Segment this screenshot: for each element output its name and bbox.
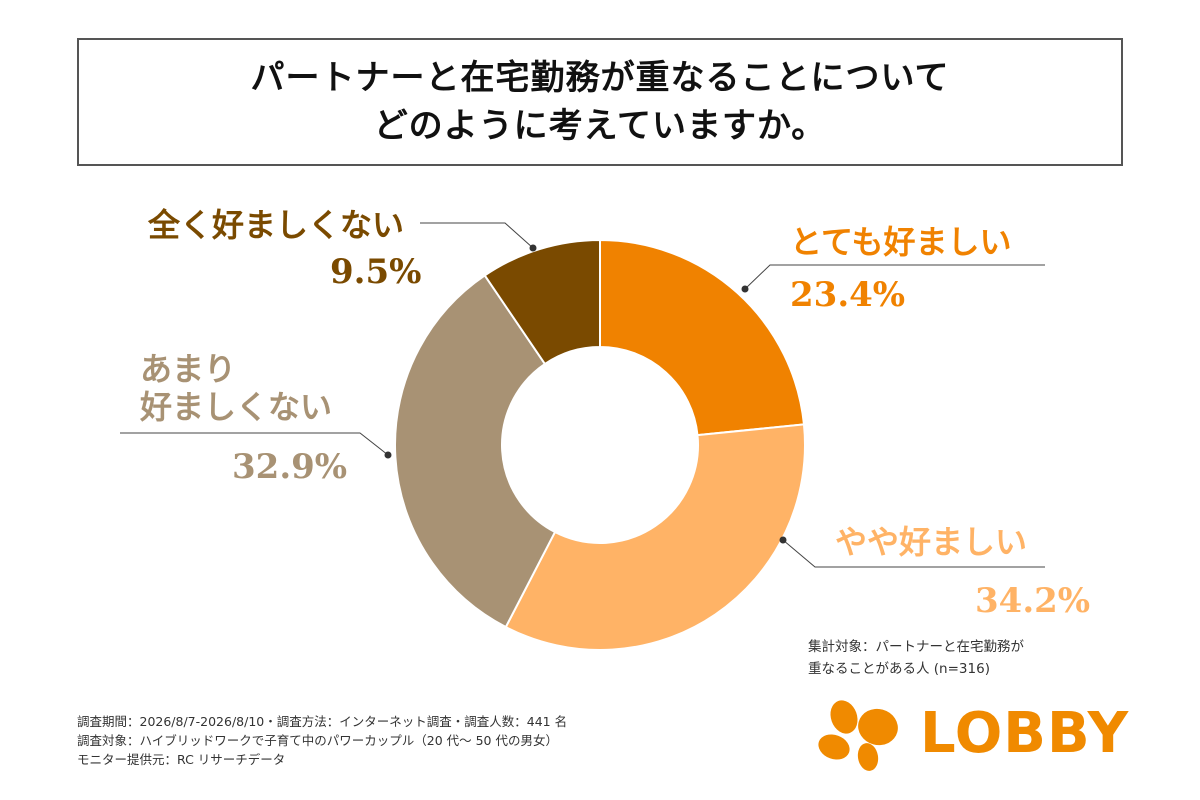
value-label-not-at-all-favorable: 9.5% xyxy=(330,252,421,292)
label-not-very-favorable-line-1: あまり xyxy=(140,350,236,388)
slice-not-very-favorable xyxy=(394,274,557,629)
survey-footer: 調査期間：2026/8/7-2026/8/10・調査方法：インターネット調査・調… xyxy=(77,712,567,769)
leader-line-somewhat-favorable xyxy=(782,539,1045,568)
lobby-logo-icon xyxy=(818,700,898,771)
slice-not-at-all-favorable xyxy=(483,238,601,366)
lobby-logo-text: LOBBY xyxy=(920,701,1130,766)
label-not-very-favorable-line-2: 好ましくない xyxy=(139,388,332,426)
leader-line-very-favorable xyxy=(744,264,1045,290)
leader-line-not-at-all-favorable xyxy=(420,222,534,249)
value-label-somewhat-favorable: 34.2% xyxy=(975,581,1090,621)
label-very-favorable: とても好ましい xyxy=(790,223,1011,261)
survey-provider: モニター提供元：RC リサーチデータ xyxy=(77,752,286,767)
slice-somewhat-favorable xyxy=(504,423,806,651)
label-not-at-all-favorable: 全く好ましくない xyxy=(147,206,404,244)
leader-dot-not-very-favorable xyxy=(384,451,392,459)
lobby-logo: LOBBY xyxy=(808,695,1138,775)
leader-dot-somewhat-favorable xyxy=(779,536,787,544)
value-label-not-very-favorable: 32.9% xyxy=(232,447,347,487)
value-label-very-favorable: 23.4% xyxy=(790,275,905,315)
sample-note-line-1: 集計対象：パートナーと在宅勤務が xyxy=(808,639,1024,655)
survey-target: 調査対象：ハイブリッドワークで子育て中のパワーカップル（20 代〜 50 代の男… xyxy=(77,733,558,748)
chart-title-box: パートナーと在宅勤務が重なることについて どのように考えていますか。 xyxy=(77,38,1123,166)
leader-dot-very-favorable xyxy=(741,285,749,293)
leader-line-not-very-favorable xyxy=(120,432,389,456)
slice-very-favorable xyxy=(599,238,806,437)
leader-dot-not-at-all-favorable xyxy=(529,244,537,252)
survey-period: 調査期間：2026/8/7-2026/8/10・調査方法：インターネット調査・調… xyxy=(77,714,568,729)
sample-note: 集計対象：パートナーと在宅勤務が 重なることがある人 (n=316) xyxy=(808,636,1024,680)
chart-title-line-1: パートナーと在宅勤務が重なることについて xyxy=(250,58,950,98)
chart-title-line-2: どのように考えていますか。 xyxy=(373,106,827,146)
label-somewhat-favorable: やや好ましい xyxy=(835,523,1027,561)
sample-note-line-2: 重なることがある人 (n=316) xyxy=(808,661,990,677)
